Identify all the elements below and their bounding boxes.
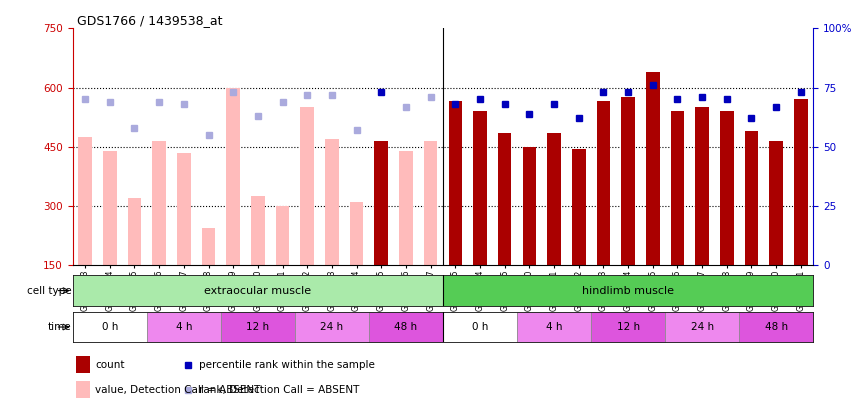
Bar: [300, 107, 314, 265]
Text: value, Detection Call = ABSENT: value, Detection Call = ABSENT: [95, 385, 260, 395]
Bar: [670, 111, 684, 265]
Bar: [147, 312, 221, 342]
Bar: [443, 275, 813, 306]
Text: 48 h: 48 h: [395, 322, 418, 332]
Bar: [443, 312, 517, 342]
Bar: [76, 381, 90, 399]
Bar: [498, 133, 512, 265]
Bar: [177, 153, 191, 265]
Text: 4 h: 4 h: [546, 322, 562, 332]
Bar: [399, 151, 413, 265]
Bar: [73, 275, 443, 306]
Text: time: time: [48, 322, 72, 332]
Bar: [128, 198, 141, 265]
Text: GDS1766 / 1439538_at: GDS1766 / 1439538_at: [77, 14, 223, 27]
Bar: [276, 206, 289, 265]
Text: 0 h: 0 h: [472, 322, 488, 332]
Bar: [325, 139, 339, 265]
Bar: [152, 141, 166, 265]
Bar: [103, 151, 116, 265]
Text: percentile rank within the sample: percentile rank within the sample: [199, 360, 375, 369]
Bar: [739, 312, 813, 342]
Bar: [695, 107, 709, 265]
Bar: [547, 133, 561, 265]
Text: hindlimb muscle: hindlimb muscle: [582, 286, 674, 296]
Bar: [369, 312, 443, 342]
Bar: [221, 312, 294, 342]
Bar: [591, 312, 665, 342]
Bar: [517, 312, 591, 342]
Bar: [251, 196, 265, 265]
Bar: [73, 312, 147, 342]
Text: 0 h: 0 h: [102, 322, 118, 332]
Bar: [350, 202, 364, 265]
Text: 12 h: 12 h: [247, 322, 270, 332]
Bar: [374, 141, 388, 265]
Bar: [226, 88, 240, 265]
Text: extraocular muscle: extraocular muscle: [205, 286, 312, 296]
Text: cell type: cell type: [27, 286, 72, 296]
Bar: [202, 228, 216, 265]
Bar: [745, 131, 758, 265]
Text: 48 h: 48 h: [764, 322, 788, 332]
Bar: [720, 111, 734, 265]
Bar: [78, 137, 92, 265]
Text: 12 h: 12 h: [616, 322, 639, 332]
Bar: [646, 72, 660, 265]
Bar: [621, 98, 635, 265]
Bar: [294, 312, 369, 342]
Bar: [665, 312, 739, 342]
Bar: [449, 101, 462, 265]
Text: 24 h: 24 h: [320, 322, 343, 332]
Bar: [572, 149, 586, 265]
Bar: [522, 147, 536, 265]
Bar: [794, 100, 808, 265]
Bar: [424, 141, 437, 265]
Text: 4 h: 4 h: [175, 322, 192, 332]
Text: rank, Detection Call = ABSENT: rank, Detection Call = ABSENT: [199, 385, 359, 395]
Text: count: count: [95, 360, 124, 369]
Text: 24 h: 24 h: [691, 322, 714, 332]
Bar: [597, 101, 610, 265]
Bar: [473, 111, 487, 265]
Bar: [770, 141, 783, 265]
Bar: [76, 356, 90, 373]
